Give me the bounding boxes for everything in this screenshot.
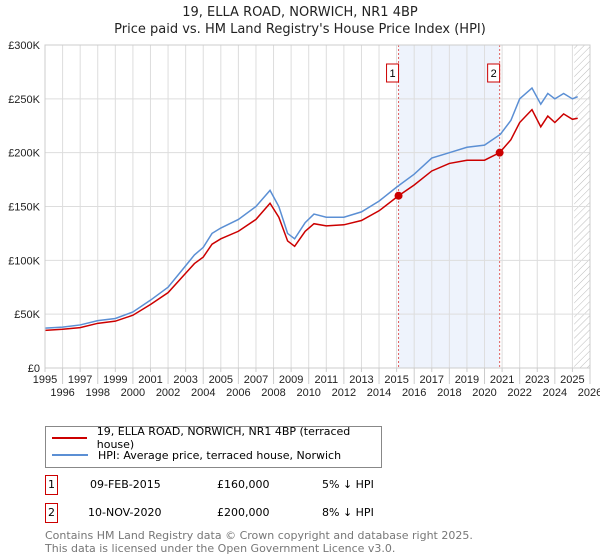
sale-marker-label: 2 bbox=[491, 68, 497, 80]
x-tick-label: 1997 bbox=[68, 374, 92, 386]
x-tick-label: 2008 bbox=[261, 387, 285, 399]
x-tick-label: 2012 bbox=[332, 387, 356, 399]
x-tick-label: 2000 bbox=[121, 387, 145, 399]
x-tick-label: 1996 bbox=[50, 387, 74, 399]
date: 10-NOV-2020 bbox=[88, 506, 162, 519]
sale-point bbox=[394, 191, 403, 200]
series-line bbox=[44, 86, 578, 329]
x-tick-label: 2004 bbox=[191, 387, 215, 399]
plot-frame bbox=[44, 44, 591, 369]
x-tick-label: 2007 bbox=[244, 374, 268, 386]
x-tick-label: 2021 bbox=[490, 374, 514, 386]
x-tick-label: 2026 bbox=[578, 387, 600, 399]
y-tick-label: £200K bbox=[8, 148, 40, 160]
x-tick-label: 2024 bbox=[543, 387, 567, 399]
legend-label: HPI: Average price, terraced house, Norw… bbox=[98, 448, 342, 462]
marker-badge: 1 bbox=[45, 475, 58, 495]
x-tick-label: 2006 bbox=[226, 387, 250, 399]
y-tick-label: £300K bbox=[8, 40, 40, 52]
series-line bbox=[44, 108, 578, 332]
x-tick-label: 2022 bbox=[507, 387, 531, 399]
transaction-row: 1 09-FEB-2015 £160,000 5% ↓ HPI bbox=[45, 475, 465, 495]
x-tick-label: 2014 bbox=[367, 387, 391, 399]
x-tick-label: 2020 bbox=[472, 387, 496, 399]
copyright-text: Contains HM Land Registry data © Crown c… bbox=[45, 529, 473, 542]
price: £160,000 bbox=[217, 478, 270, 491]
legend-item-property: 19, ELLA ROAD, NORWICH, NR1 4BP (terrace… bbox=[52, 425, 381, 451]
legend-item-hpi: HPI: Average price, terraced house, Norw… bbox=[52, 447, 341, 463]
x-tick-label: 1998 bbox=[85, 387, 109, 399]
date: 09-FEB-2015 bbox=[90, 478, 161, 491]
price-chart: 1995199619971998199920002001200220032004… bbox=[8, 40, 600, 399]
sale-point bbox=[495, 148, 504, 157]
sale-marker-box bbox=[386, 63, 400, 83]
x-tick-label: 2017 bbox=[420, 374, 444, 386]
x-tick-label: 2010 bbox=[296, 387, 320, 399]
x-tick-label: 2011 bbox=[314, 374, 338, 386]
footer: Contains HM Land Registry data © Crown c… bbox=[45, 529, 473, 555]
chart-subtitle: Price paid vs. HM Land Registry's House … bbox=[114, 22, 486, 37]
chart-title: 19, ELLA ROAD, NORWICH, NR1 4BP bbox=[182, 5, 418, 20]
y-tick-label: £50K bbox=[14, 309, 40, 321]
y-tick-label: £250K bbox=[8, 94, 40, 106]
price: £200,000 bbox=[217, 506, 270, 519]
transaction-row: 2 10-NOV-2020 £200,000 8% ↓ HPI bbox=[45, 503, 465, 523]
y-tick-label: £100K bbox=[8, 255, 40, 267]
x-tick-label: 2003 bbox=[173, 374, 197, 386]
x-tick-label: 2015 bbox=[384, 374, 408, 386]
marker-badge: 2 bbox=[45, 503, 58, 523]
x-tick-label: 2002 bbox=[156, 387, 180, 399]
y-tick-label: £150K bbox=[8, 202, 40, 214]
legend-label: 19, ELLA ROAD, NORWICH, NR1 4BP (terrace… bbox=[96, 425, 351, 451]
x-tick-label: 2019 bbox=[455, 374, 479, 386]
sale-marker-label: 1 bbox=[389, 68, 395, 80]
x-tick-label: 2009 bbox=[279, 374, 303, 386]
y-tick-label: £0 bbox=[28, 363, 40, 375]
hpi-diff: 8% ↓ HPI bbox=[322, 506, 374, 519]
x-tick-label: 2001 bbox=[138, 374, 162, 386]
x-tick-label: 1999 bbox=[103, 374, 127, 386]
x-tick-label: 2013 bbox=[349, 374, 373, 386]
hpi-diff: 5% ↓ HPI bbox=[322, 478, 374, 491]
license-text: This data is licensed under the Open Gov… bbox=[45, 542, 396, 555]
x-tick-label: 2023 bbox=[525, 374, 549, 386]
sale-marker-box bbox=[487, 63, 501, 83]
legend: 19, ELLA ROAD, NORWICH, NR1 4BP (terrace… bbox=[45, 425, 382, 468]
x-tick-label: 2005 bbox=[209, 374, 233, 386]
x-tick-label: 2016 bbox=[402, 387, 426, 399]
x-tick-label: 1995 bbox=[33, 374, 57, 386]
x-tick-label: 2018 bbox=[437, 387, 461, 399]
x-tick-label: 2025 bbox=[560, 374, 584, 386]
